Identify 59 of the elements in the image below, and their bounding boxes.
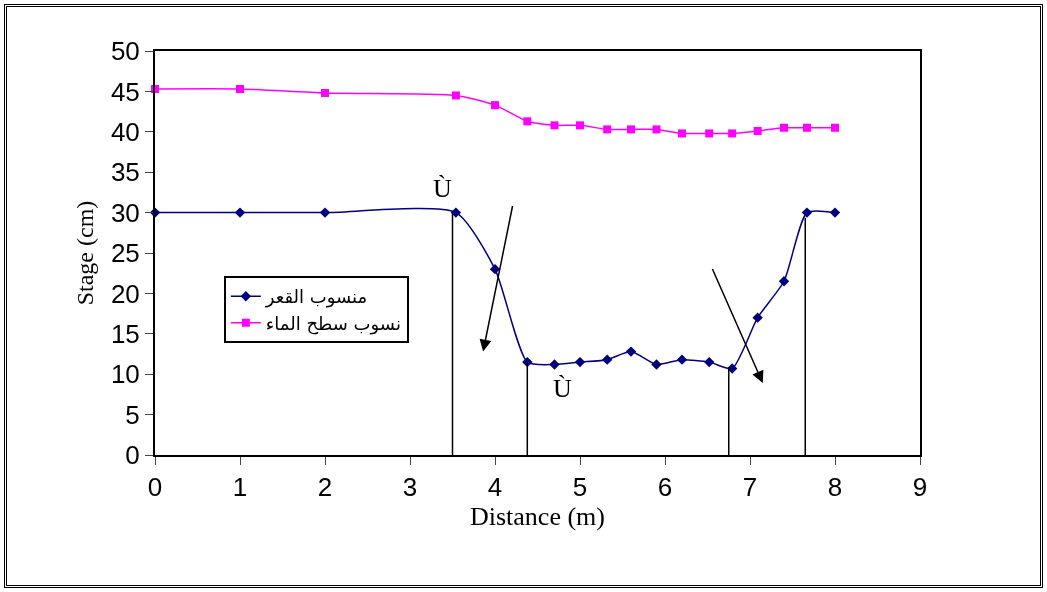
point [321, 89, 329, 98]
point [625, 346, 637, 357]
legend-label: منسوب القعر [264, 286, 368, 309]
x-tick-label: 9 [912, 472, 928, 503]
x-tick-label: 6 [657, 472, 673, 503]
point [831, 123, 839, 132]
x-tick-label: 4 [487, 472, 503, 503]
point [576, 121, 584, 130]
point [450, 207, 462, 218]
y-tick-label: 10 [110, 359, 140, 390]
y-tick-label: 35 [110, 157, 140, 188]
point [728, 129, 737, 138]
point [523, 117, 532, 126]
y-tick-label: 15 [110, 318, 140, 349]
y-tick-label: 20 [110, 278, 140, 309]
y-tick-label: 5 [125, 399, 140, 430]
point [829, 207, 841, 218]
y-tick-label: 0 [125, 440, 140, 471]
point [651, 359, 662, 370]
x-tick-label: 8 [827, 472, 843, 503]
x-axis-title: Distance (m) [469, 502, 606, 532]
y-tick-label: 25 [110, 238, 140, 269]
y-tick-label: 50 [110, 36, 140, 67]
x-tick-label: 3 [402, 472, 418, 503]
x-tick-label: 0 [147, 472, 163, 503]
point [802, 123, 811, 132]
point [778, 276, 790, 287]
point [489, 263, 501, 275]
point [491, 101, 499, 110]
point [705, 129, 714, 138]
annotation: Ù [553, 374, 572, 403]
point [676, 354, 688, 365]
y-tick-label: 45 [110, 76, 140, 107]
point [550, 121, 559, 130]
x-tick-label: 1 [232, 472, 248, 503]
point [801, 207, 813, 218]
point [234, 207, 246, 218]
point [678, 129, 686, 138]
point [319, 207, 331, 218]
point [652, 125, 661, 134]
x-tick-label: 2 [317, 472, 333, 503]
point [753, 126, 762, 135]
y-axis-title: Stage (cm) [72, 200, 99, 306]
point [236, 84, 244, 93]
x-tick-label: 5 [572, 472, 588, 503]
point [574, 356, 586, 368]
annotation: Ù [433, 174, 452, 203]
point [780, 123, 788, 132]
point [451, 91, 460, 100]
point [704, 356, 715, 368]
point [627, 125, 635, 134]
point [603, 125, 612, 134]
point [752, 312, 763, 323]
y-tick-label: 40 [110, 116, 140, 147]
point [549, 359, 560, 370]
legend-label: نسوب سطح الماء [265, 312, 401, 335]
y-tick-label: 30 [110, 197, 140, 228]
point [602, 354, 613, 365]
x-tick-label: 7 [742, 472, 758, 503]
